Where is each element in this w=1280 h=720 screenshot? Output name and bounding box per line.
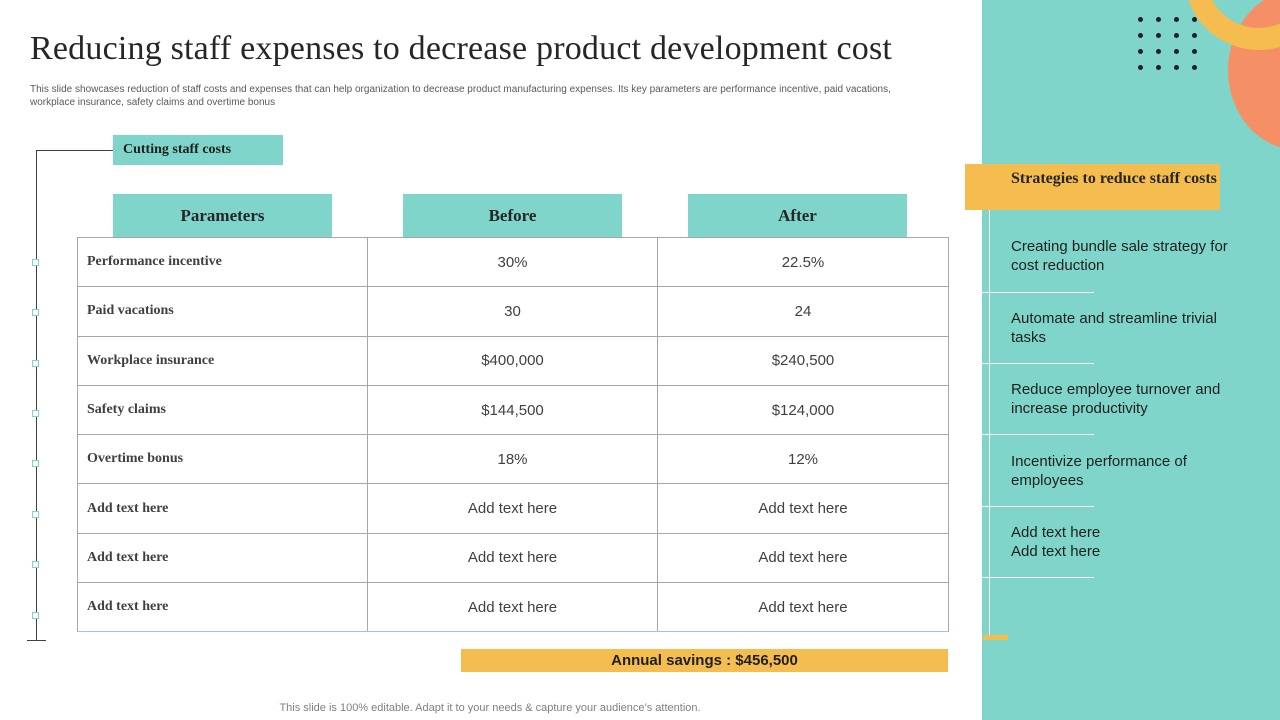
header-parameters: Parameters xyxy=(113,194,332,237)
parameters-table: Performance incentive 30% 22.5% Paid vac… xyxy=(77,236,949,633)
strategy-divider xyxy=(982,577,1094,578)
parameter-name: Performance incentive xyxy=(77,236,368,288)
strategy-item: Automate and streamline trivial tasks xyxy=(1011,310,1217,346)
parameter-name: Add text here xyxy=(77,582,368,633)
dot-decoration xyxy=(1192,33,1197,38)
strategy-divider xyxy=(982,434,1094,435)
after-value: $240,500 xyxy=(657,335,949,386)
timeline-dot xyxy=(32,511,39,518)
parameter-name: Paid vacations xyxy=(77,286,368,337)
after-value: $124,000 xyxy=(657,384,949,436)
table-row: Add text here Add text here Add text her… xyxy=(77,532,949,584)
before-value: 30% xyxy=(367,236,658,288)
strategy-item: Creating bundle sale strategy for cost r… xyxy=(1011,238,1228,274)
timeline-end xyxy=(27,640,46,641)
dot-decoration xyxy=(1192,65,1197,70)
after-value: 12% xyxy=(657,434,949,485)
after-value: Add text here xyxy=(657,582,949,633)
table-row: Performance incentive 30% 22.5% xyxy=(77,236,949,288)
strategies-heading: Strategies to reduce staff costs xyxy=(965,164,1220,210)
parameter-name: Add text here xyxy=(77,532,368,584)
dot-decoration xyxy=(1174,33,1179,38)
strategy-divider xyxy=(982,363,1094,364)
dot-decoration xyxy=(1138,65,1143,70)
after-value: Add text here xyxy=(657,483,949,534)
footer-note: This slide is 100% editable. Adapt it to… xyxy=(279,702,701,714)
before-value: Add text here xyxy=(367,483,658,534)
after-value: Add text here xyxy=(657,532,949,584)
strategies-panel xyxy=(982,0,1280,720)
page-subtitle: This slide showcases reduction of staff … xyxy=(30,84,891,108)
table-row: Add text here Add text here Add text her… xyxy=(77,582,949,633)
table-row: Add text here Add text here Add text her… xyxy=(77,483,949,534)
yellow-ring-decoration xyxy=(1184,0,1280,50)
parameter-name: Overtime bonus xyxy=(77,434,368,485)
timeline-dot xyxy=(32,410,39,417)
dot-decoration xyxy=(1174,65,1179,70)
timeline-connector xyxy=(36,150,114,151)
dot-decoration xyxy=(1156,49,1161,54)
before-value: 18% xyxy=(367,434,658,485)
timeline-line xyxy=(36,150,37,640)
strategy-item: Incentivize performance of employees xyxy=(1011,453,1187,489)
annual-savings-banner: Annual savings : $456,500 xyxy=(461,649,948,672)
parameter-name: Safety claims xyxy=(77,384,368,436)
table-row: Overtime bonus 18% 12% xyxy=(77,434,949,485)
timeline-dot xyxy=(32,460,39,467)
strategy-divider xyxy=(982,506,1094,507)
timeline-dot xyxy=(32,561,39,568)
dot-decoration xyxy=(1174,49,1179,54)
header-before: Before xyxy=(403,194,622,237)
dot-decoration xyxy=(1138,49,1143,54)
timeline-dot xyxy=(32,259,39,266)
timeline-dot xyxy=(32,309,39,316)
parameter-name: Add text here xyxy=(77,483,368,534)
before-value: $400,000 xyxy=(367,335,658,386)
after-value: 24 xyxy=(657,286,949,337)
section-label: Cutting staff costs xyxy=(113,135,283,165)
dot-decoration xyxy=(1156,33,1161,38)
timeline-dot xyxy=(32,360,39,367)
dot-decoration xyxy=(1156,65,1161,70)
strategy-item: Reduce employee turnover and increase pr… xyxy=(1011,381,1221,417)
page-title: Reducing staff expenses to decrease prod… xyxy=(30,30,893,67)
dot-decoration xyxy=(1192,17,1197,22)
strategy-divider xyxy=(982,292,1094,293)
before-value: Add text here xyxy=(367,532,658,584)
table-row: Paid vacations 30 24 xyxy=(77,286,949,337)
header-after: After xyxy=(688,194,907,237)
dot-decoration xyxy=(1138,17,1143,22)
table-row: Workplace insurance $400,000 $240,500 xyxy=(77,335,949,386)
before-value: Add text here xyxy=(367,582,658,633)
dot-decoration xyxy=(1138,33,1143,38)
dot-decoration xyxy=(1192,49,1197,54)
strategy-item: Add text here Add text here xyxy=(1011,524,1101,560)
table-row: Safety claims $144,500 $124,000 xyxy=(77,384,949,436)
dot-decoration xyxy=(1156,17,1161,22)
strategies-line-end xyxy=(983,635,1008,640)
after-value: 22.5% xyxy=(657,236,949,288)
dot-decoration xyxy=(1174,17,1179,22)
before-value: 30 xyxy=(367,286,658,337)
timeline-dot xyxy=(32,612,39,619)
parameter-name: Workplace insurance xyxy=(77,335,368,386)
strategies-line xyxy=(989,210,990,638)
before-value: $144,500 xyxy=(367,384,658,436)
